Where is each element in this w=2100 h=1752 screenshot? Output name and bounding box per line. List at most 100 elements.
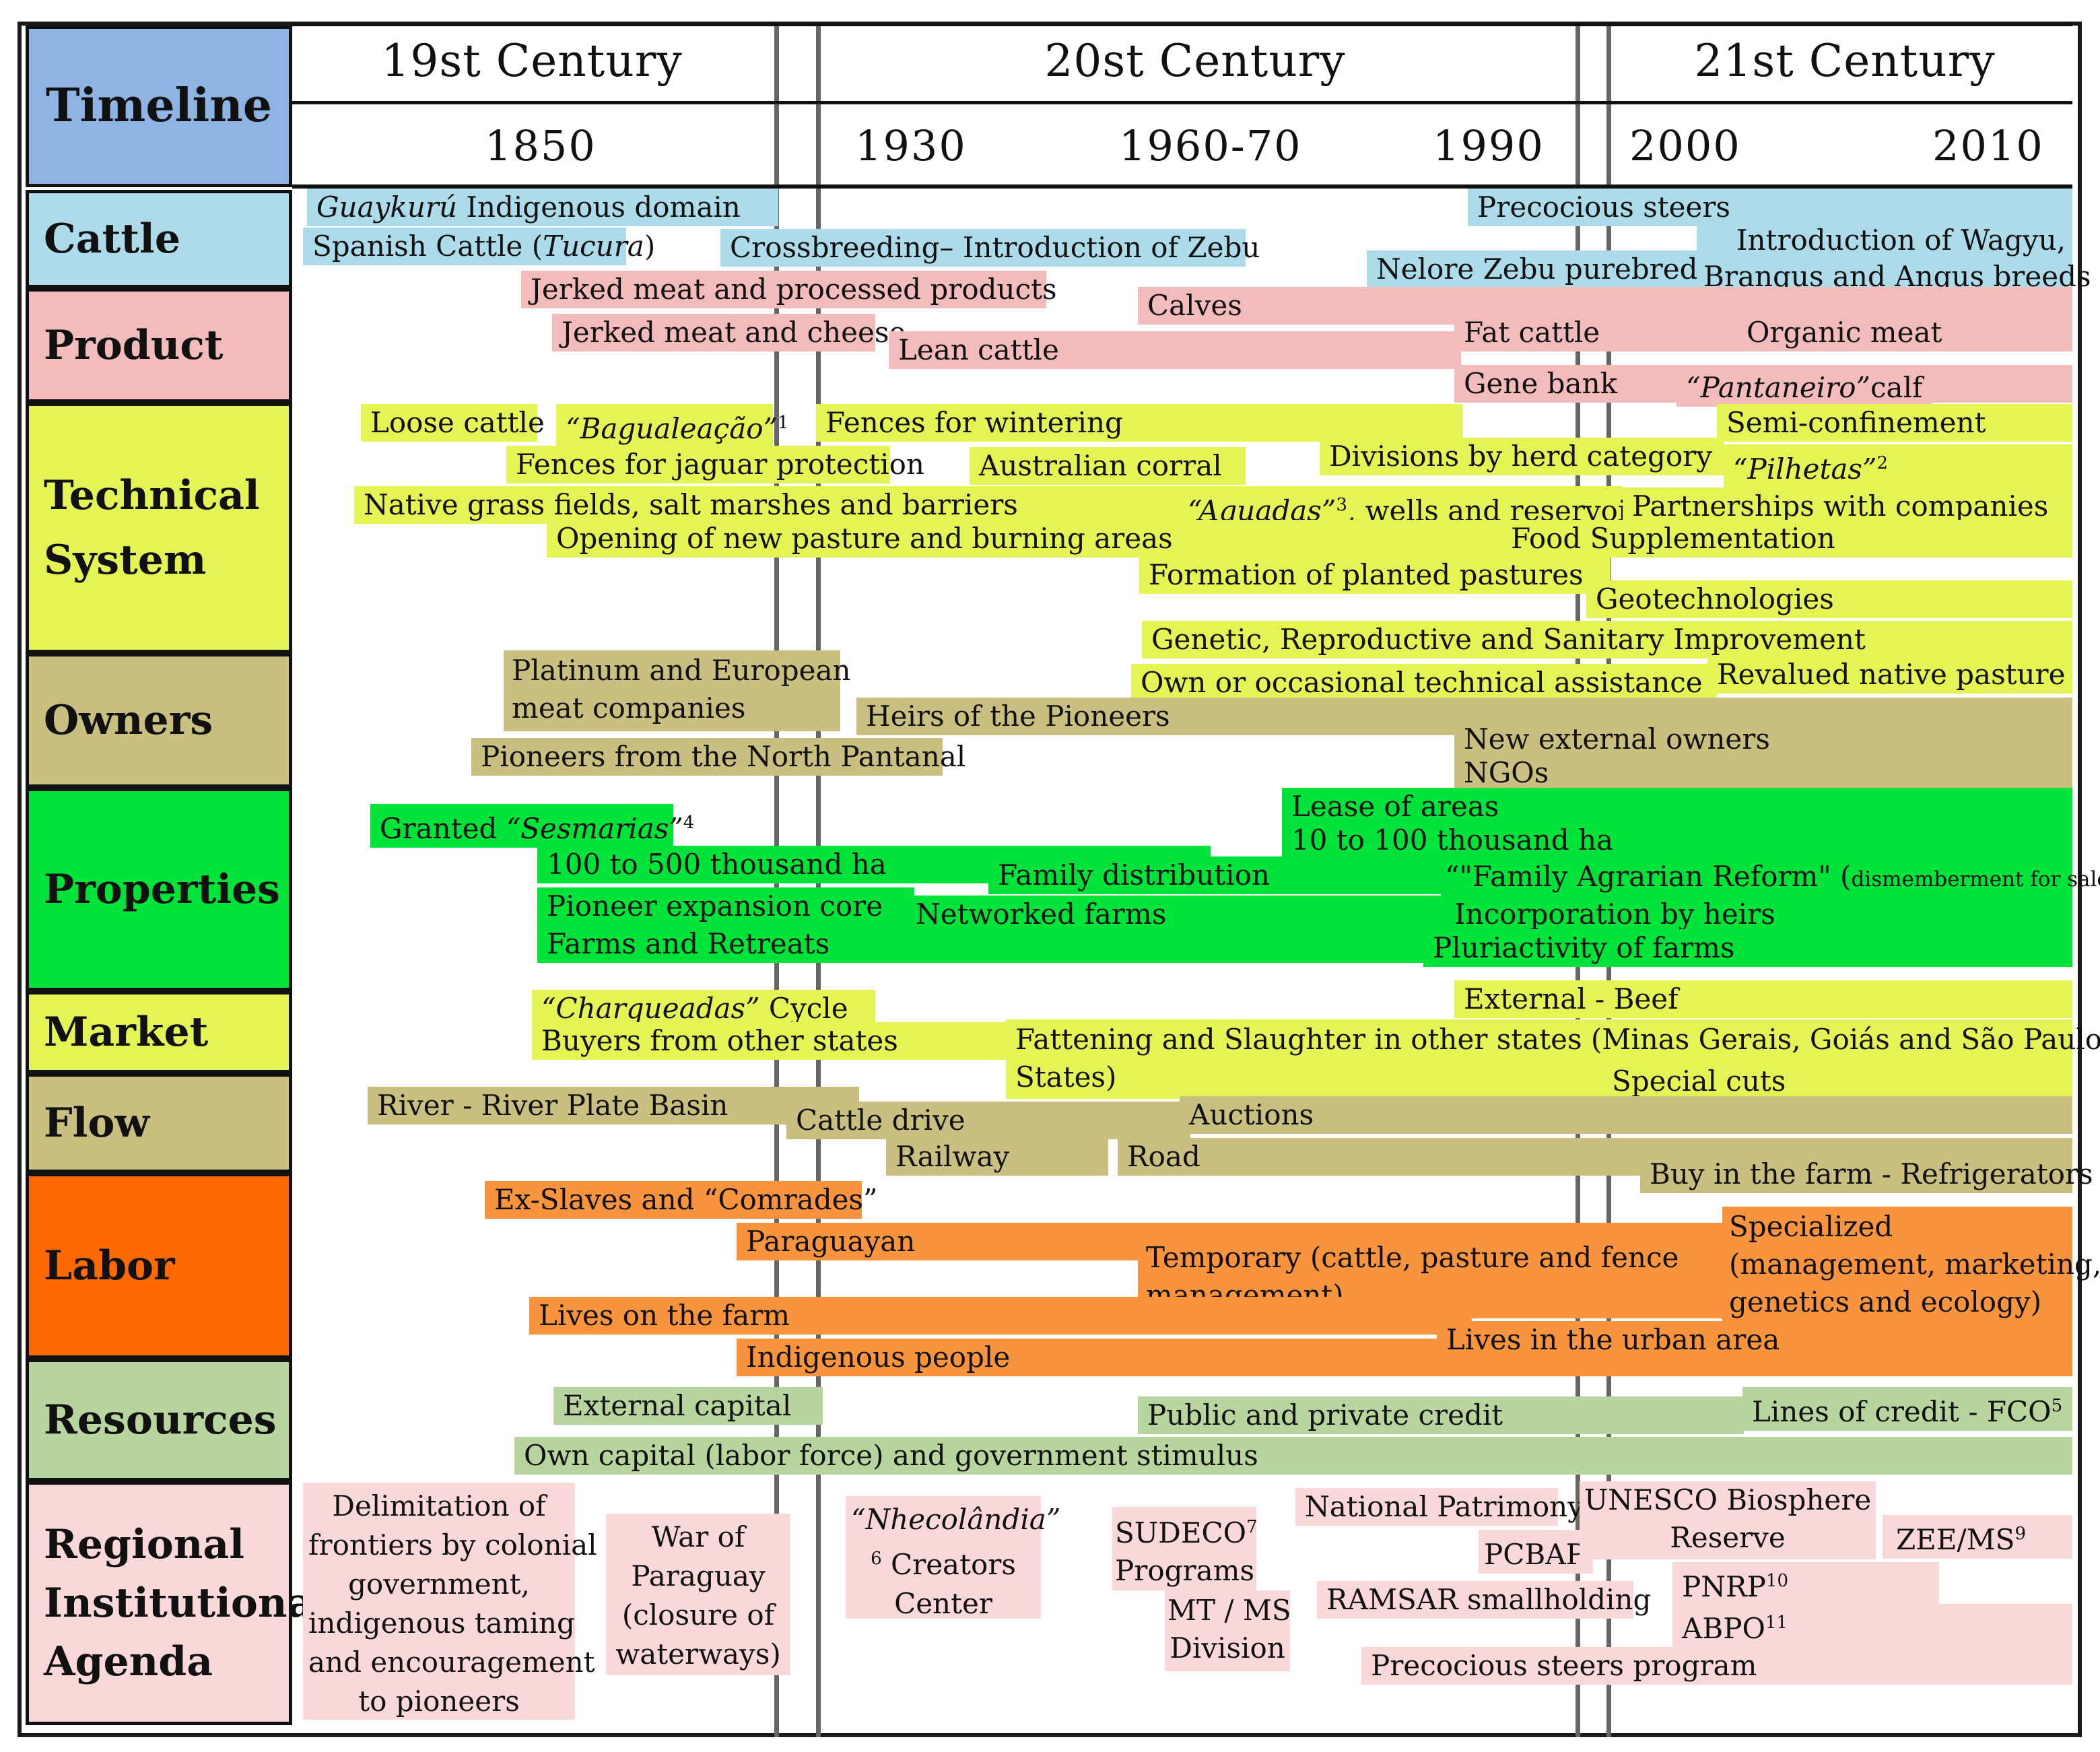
pnrp-text: PNRP [1682, 1570, 1766, 1603]
header-bottom [292, 184, 2072, 189]
precocious-program-text: Precocious steers program [1371, 1649, 1757, 1682]
gene-text: Gene bank [1464, 367, 1618, 400]
bar-pioneers-north: Pioneers from the North Pantanal [471, 738, 966, 776]
unesco-line1: UNESCO Biosphere [1584, 1483, 1872, 1516]
bar-partnerships: Partnerships with companies [1623, 487, 2072, 525]
pluri-text: Pluriactivity of farms [1433, 931, 1735, 964]
row-label-cattle-text: Cattle [44, 215, 181, 263]
mt-line1: MT / MS [1167, 1594, 1291, 1627]
sup3: 3 [1336, 495, 1347, 515]
bar-external-beef: External - Beef [1454, 980, 2072, 1018]
bar-wagyu: Introduction of Wagyu, Brangus and Angus … [1697, 222, 2091, 296]
temporary-line1: Temporary (cattle, pasture and fence [1146, 1241, 1679, 1274]
range10-text: 10 to 100 thousand ha [1291, 823, 1614, 856]
unesco-line2: Reserve [1670, 1521, 1786, 1554]
australian-text: Australian corral [979, 449, 1222, 482]
pioneer-core-text: Pioneer expansion core [547, 889, 883, 922]
pilhetas-text: “Pilhetas” [1733, 452, 1877, 485]
road-text: Road [1127, 1140, 1200, 1173]
century-20: 20st Century [1044, 35, 1346, 87]
row-label-owners-text: Owners [44, 697, 213, 744]
bar-technical-assistance: Own or occasional technical assistance [1131, 664, 1717, 702]
box-national-patrimony: National Patrimony [1295, 1488, 1584, 1526]
own-text: Own capital (labor force) and government… [524, 1439, 1258, 1472]
fat-text: Fat cattle [1464, 316, 1600, 349]
sesmarias-text: “Sesmarias” [506, 812, 683, 845]
row-label-regional: Regional Institutional Agenda [26, 1481, 329, 1725]
divisions-text: Divisions by herd category [1329, 440, 1712, 473]
tucura-text: Tucura [543, 230, 644, 263]
precocious-text: Precocious steers [1477, 191, 1730, 224]
sudeco-line2: Programs [1115, 1554, 1255, 1587]
lease-text: Lease of areas [1291, 790, 1499, 823]
bar-own-capital: Own capital (labor force) and government… [514, 1437, 2072, 1475]
bar-buyers-other-states: Buyers from other states [532, 1022, 1017, 1060]
row-label-properties: Properties [26, 788, 292, 991]
bar-special-cuts: Special cuts [1602, 1063, 2072, 1100]
bar-new-external: New external owners [1454, 720, 2072, 758]
bar-semi-confinement: Semi-confinement [1717, 404, 2072, 442]
bar-lease-areas: Lease of areas [1282, 788, 2072, 826]
row-label-flow-text: Flow [44, 1100, 150, 1147]
incorporation-text: Incorporation by heirs [1454, 898, 1775, 931]
specialized-line2: (management, marketing, [1729, 1248, 2100, 1281]
war-line1: War of [651, 1520, 745, 1553]
year-1990: 1990 [1433, 121, 1545, 170]
war-line2: Paraguay [631, 1559, 766, 1592]
sup11: 11 [1765, 1613, 1788, 1633]
bar-ngos: NGOs [1454, 754, 2072, 792]
bar-bagualeacao: “Bagualeação”1 [556, 404, 789, 448]
bar-revalued-pasture: Revalued native pasture [1707, 656, 2072, 694]
urban-text: Lives in the urban area [1446, 1323, 1780, 1356]
external-beef-text: External - Beef [1464, 982, 1679, 1015]
sup7: 7 [1246, 1517, 1258, 1537]
delim-line2: frontiers by colonial [308, 1528, 597, 1561]
row-label-owners: Owners [26, 653, 292, 788]
networked-text: Networked farms [916, 898, 1167, 931]
bar-formation-pastures: Formation of planted pastures [1139, 556, 1611, 594]
bar-farms-retreats: Farms and Retreats [537, 925, 1439, 963]
zee-text: ZEE/MS [1896, 1523, 2015, 1556]
sup6: 6 [871, 1549, 882, 1569]
row-label-properties-text: Properties [44, 866, 280, 913]
fattening-line1: Fattening and Slaughter in other states … [1015, 1023, 2100, 1056]
bar-loose-cattle: Loose cattle [361, 404, 545, 442]
auctions-text: Auctions [1189, 1098, 1314, 1131]
jerked-cheese-text: Jerked meat and cheese [562, 316, 906, 349]
sup10: 10 [1765, 1571, 1788, 1591]
fences-jaguar-text: Fences for jaguar protection [516, 448, 924, 481]
semi-text: Semi-confinement [1726, 406, 1986, 439]
sup1: 1 [778, 413, 789, 433]
sup2: 2 [1876, 453, 1888, 473]
bar-lean-cattle: Lean cattle [889, 331, 1461, 369]
bar-lives-urban: Lives in the urban area [1437, 1321, 2072, 1359]
box-pnrp: PNRP10 [1672, 1562, 1939, 1606]
year-1930: 1930 [855, 121, 967, 170]
farms-text: Farms and Retreats [547, 927, 830, 960]
bar-granted-sesmarias: Granted “Sesmarias”4 [370, 804, 694, 848]
year-1850: 1850 [485, 121, 597, 170]
box-precocious-program: Precocious steers program [1361, 1647, 2072, 1685]
bar-pluriactivity: Pluriactivity of farms [1423, 929, 2072, 967]
reform-text: “"Family Agrarian Reform" ( [1445, 860, 1852, 893]
bar-railway: Railway [886, 1138, 1108, 1176]
range100-text: 100 to 500 thousand ha [547, 848, 887, 881]
bar-pantaneiro: “Pantaneiro”calf [1676, 369, 1932, 407]
bar-divisions: Divisions by herd category [1320, 438, 1724, 475]
genetic-text: Genetic, Reproductive and Sanitary Impro… [1151, 623, 1866, 656]
row-label-technical-text: Technical System [44, 472, 260, 584]
box-war-paraguay: War of Paraguay (closure of waterways) [606, 1514, 790, 1675]
bar-10-100-thousand: 10 to 100 thousand ha [1282, 821, 2072, 859]
delim-line1: Delimitation of [332, 1489, 546, 1522]
box-unesco: UNESCO Biosphere Reserve [1580, 1481, 1876, 1559]
family-text: Family distribution [998, 858, 1270, 891]
formation-text: Formation of planted pastures [1149, 558, 1584, 591]
sup5: 5 [2051, 1396, 2063, 1416]
bar-precocious-steers: Precocious steers [1468, 189, 2072, 226]
row-label-cattle: Cattle [26, 190, 292, 288]
food-text: Food Supplementation [1511, 522, 1835, 555]
mt-line2: Division [1170, 1631, 1285, 1664]
row-label-regional-text: Regional Institutional Agenda [44, 1520, 329, 1685]
paraguayan-text: Paraguayan [746, 1225, 916, 1258]
bar-charqueadas: “Charqueadas” Cycle [532, 990, 875, 1027]
